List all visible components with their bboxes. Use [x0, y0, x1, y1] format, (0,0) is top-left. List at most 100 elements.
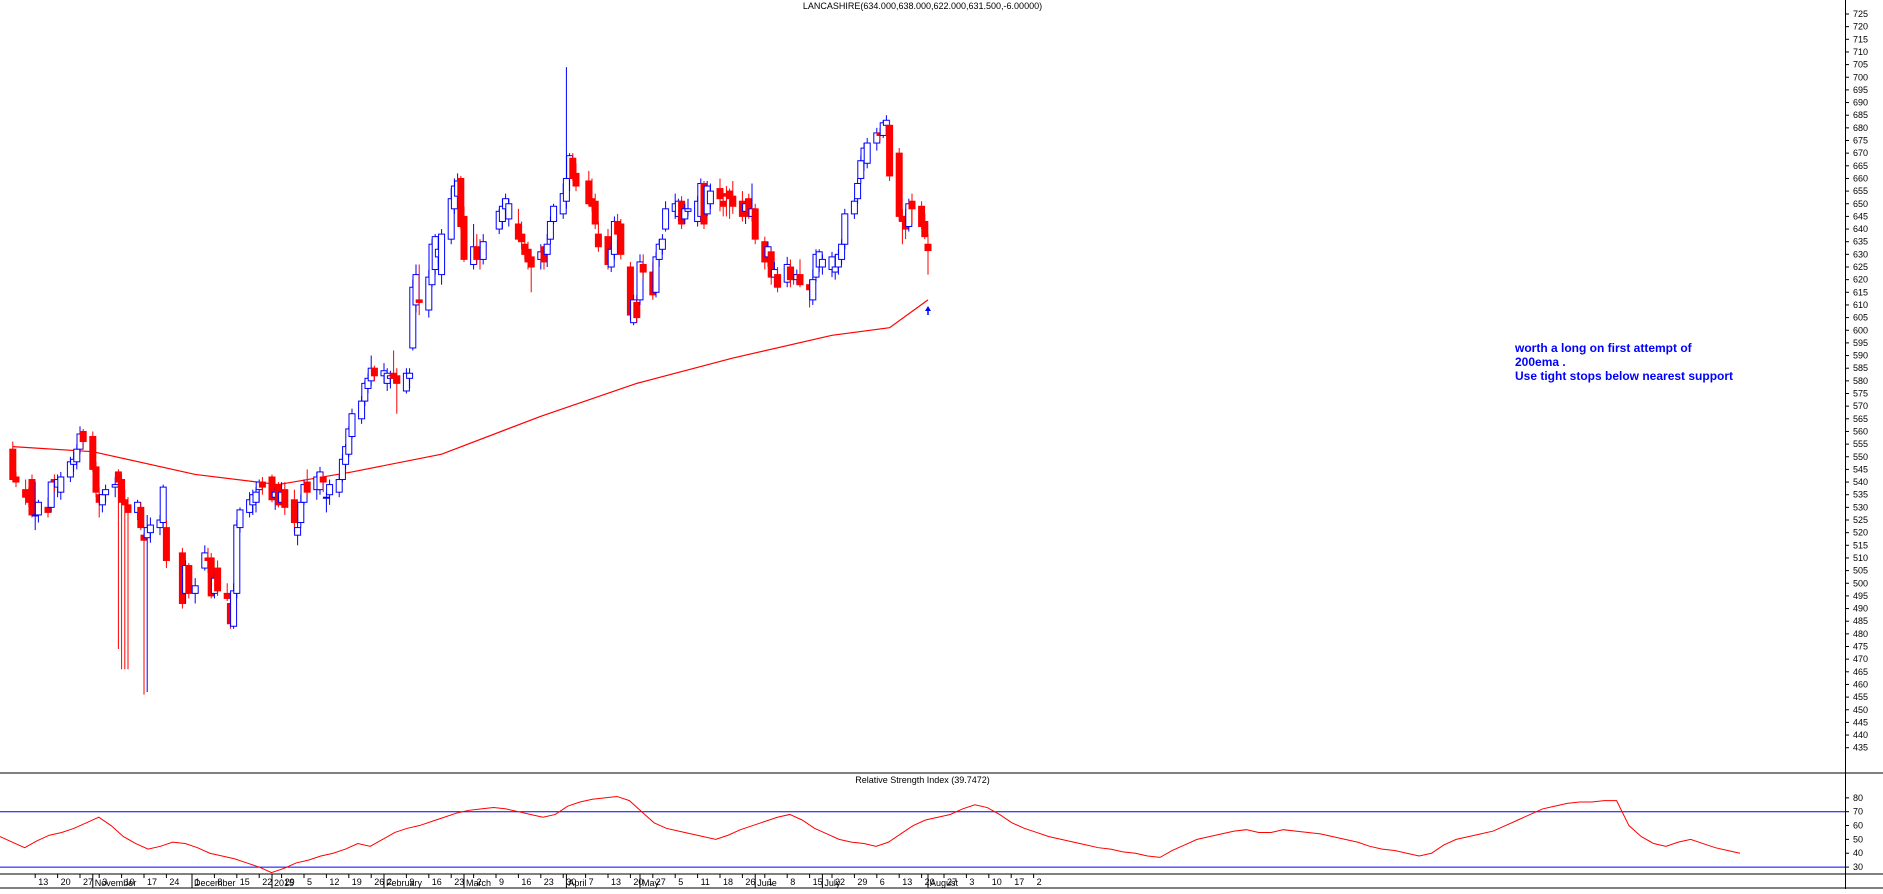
y-axis-tick-label: 505	[1853, 566, 1868, 576]
candle-body-up	[294, 527, 302, 536]
candle-body-down	[92, 466, 100, 493]
y-axis-tick-label: 445	[1853, 717, 1868, 727]
x-axis-tick-label: 10	[992, 877, 1002, 887]
month-label: 2015	[274, 878, 294, 888]
candle-body-down	[617, 223, 625, 255]
candle-body-down	[796, 274, 804, 286]
rsi-y-tick-label: 70	[1853, 807, 1863, 817]
y-axis-tick-label: 465	[1853, 667, 1868, 677]
candle-body-down	[214, 567, 222, 592]
month-label: March	[466, 878, 491, 888]
month-label: August	[930, 878, 959, 888]
candle-body-down	[594, 233, 602, 248]
candle-body-down	[121, 499, 129, 506]
candle-body-up	[706, 190, 714, 205]
x-axis-tick-label: 6	[880, 877, 885, 887]
x-axis-tick-label: 1	[768, 877, 773, 887]
y-axis-tick-label: 600	[1853, 325, 1868, 335]
x-axis-tick-label: 1	[195, 877, 200, 887]
y-axis-tick-label: 680	[1853, 123, 1868, 133]
y-axis-tick-label: 535	[1853, 490, 1868, 500]
y-axis-tick-label: 660	[1853, 173, 1868, 183]
month-label: May	[642, 878, 660, 888]
candle-body-up	[358, 400, 366, 420]
candle-body-up	[322, 496, 330, 499]
y-axis-tick-label: 640	[1853, 224, 1868, 234]
candle-body-down	[319, 476, 327, 483]
x-axis-tick-label: 19	[352, 877, 362, 887]
y-axis-tick-label: 685	[1853, 110, 1868, 120]
x-axis-tick-label: 10	[125, 877, 135, 887]
month-label: December	[194, 878, 236, 888]
candle-body-down	[716, 188, 724, 200]
candle-body-down	[518, 233, 526, 243]
candle-body-down	[290, 499, 298, 524]
x-axis-tick-label: 5	[307, 877, 312, 887]
annotation-line-1: worth a long on first attempt of	[1515, 341, 1692, 355]
candle-body-up	[831, 266, 839, 273]
y-axis-tick-label: 615	[1853, 287, 1868, 297]
candle-body-down	[633, 301, 641, 319]
x-axis-tick-label: 2	[477, 877, 482, 887]
candle-body-down	[223, 592, 231, 599]
candle-body-down	[786, 266, 794, 281]
candle-body-up	[854, 183, 862, 200]
annotation-line-3: Use tight stops below nearest support	[1515, 369, 1734, 383]
candle-body-up	[562, 177, 570, 202]
y-axis-tick-label: 460	[1853, 679, 1868, 689]
candle-body-up	[297, 501, 305, 524]
candle-body-down	[281, 489, 289, 508]
rsi-line	[0, 795, 1741, 874]
candle-body-up	[47, 481, 55, 508]
x-axis-tick-label: 20	[925, 877, 935, 887]
y-axis-tick-label: 625	[1853, 262, 1868, 272]
y-axis-tick-label: 515	[1853, 540, 1868, 550]
y-axis-tick-label: 700	[1853, 72, 1868, 82]
y-axis-tick-label: 510	[1853, 553, 1868, 563]
candle-body-up	[684, 208, 692, 212]
candle-body-down	[137, 506, 145, 529]
x-axis-tick-label: 30	[566, 877, 576, 887]
y-axis-tick-label: 530	[1853, 502, 1868, 512]
x-axis-tick-label: 26	[374, 877, 384, 887]
candle-body-down	[572, 172, 580, 187]
candle-body-up	[479, 241, 487, 260]
ema200-line	[12, 299, 929, 486]
y-axis-tick-label: 475	[1853, 642, 1868, 652]
candle-body-down	[22, 489, 30, 498]
y-axis-tick-label: 545	[1853, 464, 1868, 474]
y-axis-tick-label: 470	[1853, 654, 1868, 664]
y-axis-tick-label: 560	[1853, 426, 1868, 436]
x-axis-tick-label: 16	[432, 877, 442, 887]
annotation-arrow-head	[925, 306, 931, 312]
x-axis-tick-label: 15	[813, 877, 823, 887]
candle-body-down	[89, 436, 97, 470]
month-label: July	[824, 878, 841, 888]
y-axis-tick-label: 715	[1853, 34, 1868, 44]
x-axis-tick-label: 24	[169, 877, 179, 887]
y-axis-tick-label: 725	[1853, 9, 1868, 19]
y-axis-tick-label: 575	[1853, 389, 1868, 399]
x-axis-tick-label: 9	[499, 877, 504, 887]
candle-body-down	[895, 152, 903, 217]
y-axis-tick-label: 635	[1853, 237, 1868, 247]
candle-body-down	[751, 208, 759, 240]
candle-body-up	[546, 220, 554, 240]
y-axis-tick-label: 580	[1853, 376, 1868, 386]
candle-body-down	[124, 504, 132, 513]
candle-body-up	[636, 261, 644, 301]
candle-body-down	[729, 195, 737, 207]
y-axis-tick-label: 595	[1853, 338, 1868, 348]
candle-body-down	[12, 476, 20, 483]
y-axis-tick-label: 585	[1853, 363, 1868, 373]
candle-body-up	[146, 524, 154, 534]
x-axis-tick-label: 13	[38, 877, 48, 887]
candle-body-up	[230, 590, 238, 627]
x-axis-tick-label: 20	[61, 877, 71, 887]
candle-body-up	[335, 479, 343, 493]
y-axis-tick-label: 675	[1853, 136, 1868, 146]
candle-body-down	[9, 448, 17, 481]
rsi-y-tick-label: 80	[1853, 793, 1863, 803]
y-axis-tick-label: 495	[1853, 591, 1868, 601]
candle-body-up	[73, 448, 81, 463]
